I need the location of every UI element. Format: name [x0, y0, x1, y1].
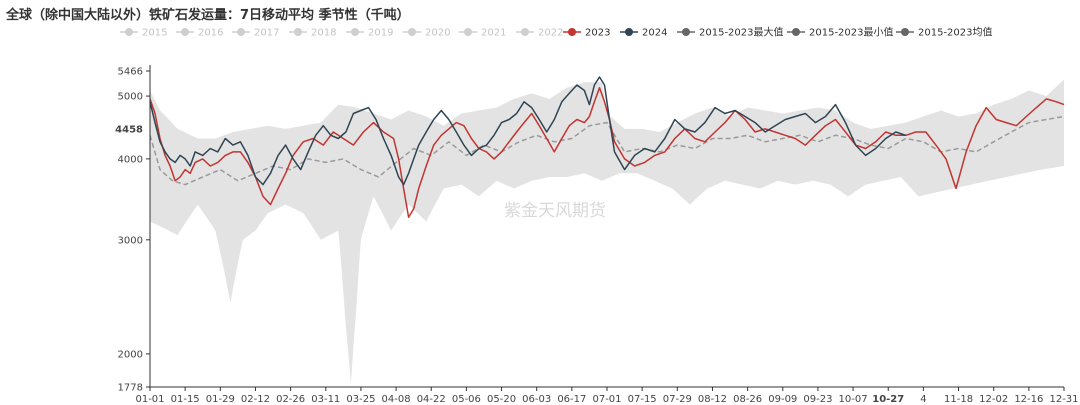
legend-label: 2016	[198, 28, 223, 39]
legend-item[interactable]: 2015-2023均值	[896, 26, 993, 39]
x-tick-label: 04-08	[382, 394, 411, 405]
legend-marker	[625, 28, 633, 36]
y-tick-label: 5466	[118, 67, 143, 78]
legend-label: 2023	[585, 28, 610, 39]
legend-item[interactable]: 2015-2023最小值	[787, 26, 894, 39]
legend-item[interactable]: 2018	[289, 28, 336, 39]
x-tick-label: 09-23	[803, 394, 832, 405]
x-tick-label: 06-03	[522, 394, 551, 405]
legend-marker	[351, 28, 359, 36]
y-tick-label: 3000	[118, 235, 143, 246]
x-tick-label: 11-18	[944, 394, 973, 405]
x-tick-label: 03-25	[346, 394, 375, 405]
legend-item[interactable]: 2015-2023最大值	[677, 26, 784, 39]
x-tick-label: 01-15	[171, 394, 200, 405]
legend[interactable]: 2015 2016 2017 2018 2019 2020 2021 2022 2023 2024…	[120, 26, 993, 39]
legend-item[interactable]: 2015	[120, 28, 167, 39]
x-tick-label: 01-01	[135, 394, 164, 405]
x-tick-label: 01-29	[206, 394, 235, 405]
legend-marker	[181, 28, 189, 36]
x-tick-label: 05-06	[452, 394, 481, 405]
legend-label: 2020	[425, 28, 450, 39]
x-tick-label: 08-26	[733, 394, 762, 405]
x-tick-label: 03-11	[311, 394, 340, 405]
legend-item[interactable]: 2024	[620, 28, 667, 39]
legend-marker	[125, 28, 133, 36]
x-tick-label: 10-07	[839, 394, 868, 405]
legend-label: 2019	[368, 28, 393, 39]
legend-marker	[521, 28, 529, 36]
x-tick-label: 02-12	[241, 394, 270, 405]
y-tick-label: 2000	[118, 349, 143, 360]
legend-marker	[901, 28, 909, 36]
x-tick-label: 04-22	[417, 394, 446, 405]
legend-label: 2022	[538, 28, 563, 39]
x-tick-label: 07-01	[592, 394, 621, 405]
legend-item[interactable]: 2022	[516, 28, 563, 39]
legend-item[interactable]: 2019	[346, 28, 393, 39]
series-line-2023	[149, 87, 1065, 219]
legend-marker	[294, 28, 302, 36]
x-tick-label: 09-09	[768, 394, 797, 405]
legend-marker	[682, 28, 690, 36]
legend-label: 2015	[142, 28, 167, 39]
legend-marker	[568, 28, 576, 36]
x-tick-label: 05-20	[487, 394, 516, 405]
x-cursor-label: 10-27	[872, 394, 904, 405]
legend-item[interactable]: 2017	[232, 28, 279, 39]
legend-marker	[408, 28, 416, 36]
y-cursor-label: 4458	[115, 124, 143, 135]
x-tick-label: 06-17	[557, 394, 586, 405]
x-tick-label: 02-26	[276, 394, 305, 405]
y-tick-label: 5000	[118, 92, 143, 103]
x-tick-label: 07-29	[663, 394, 692, 405]
series-line-2024	[149, 76, 907, 186]
x-tick-label: 08-12	[698, 394, 727, 405]
legend-label: 2015-2023最小值	[809, 26, 894, 39]
x-tick-label: 12-02	[979, 394, 1008, 405]
legend-item[interactable]: 2016	[176, 28, 223, 39]
y-tick-label: 4000	[118, 154, 143, 165]
series-lines	[149, 76, 1065, 219]
y-tick-label: 1778	[118, 383, 143, 394]
legend-label: 2017	[254, 28, 279, 39]
watermark: 紫金天风期货	[504, 201, 606, 221]
legend-marker	[237, 28, 245, 36]
legend-label: 2021	[481, 28, 506, 39]
legend-item[interactable]: 2023	[563, 28, 610, 39]
legend-label: 2018	[311, 28, 336, 39]
max-min-band	[150, 79, 1064, 384]
legend-label: 2015-2023均值	[918, 26, 993, 39]
legend-label: 2024	[642, 28, 667, 39]
legend-marker	[464, 28, 472, 36]
legend-marker	[792, 28, 800, 36]
x-tick-label: 07-15	[628, 394, 657, 405]
chart-title: 全球（除中国大陆以外）铁矿石发运量：7日移动平均 季节性（千吨）	[6, 8, 410, 23]
range-band-area	[150, 79, 1064, 384]
x-tick-label: 12-31	[1049, 394, 1078, 405]
x-tick-label: 12-16	[1014, 394, 1043, 405]
axes: 1778 2000 3000 4000 5000 5466 4458 01-01 01-15 01…	[115, 65, 1079, 405]
x-tick-label: 4	[920, 394, 926, 405]
legend-label: 2015-2023最大值	[699, 26, 784, 39]
legend-item[interactable]: 2020	[403, 28, 450, 39]
legend-item[interactable]: 2021	[459, 28, 506, 39]
